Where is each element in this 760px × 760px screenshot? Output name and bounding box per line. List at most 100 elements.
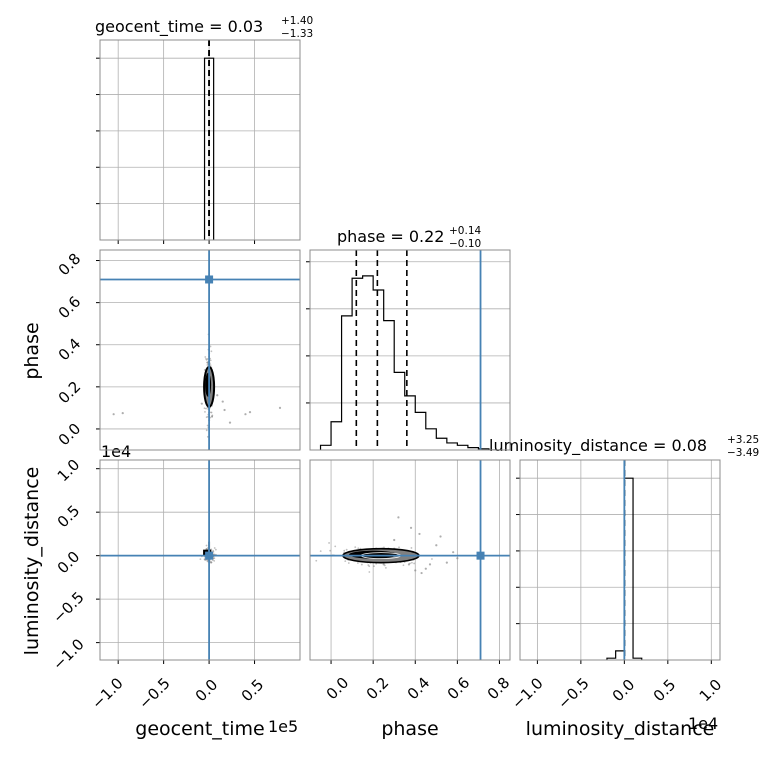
outlier-point [200, 402, 203, 405]
sample-point [212, 549, 215, 552]
sample-point [213, 559, 216, 562]
histogram-bin [447, 443, 458, 450]
title-luminosity-distance-text: luminosity_distance = 0.08 [489, 436, 707, 456]
sample-point [384, 566, 387, 569]
sample-point [210, 350, 213, 353]
histogram-step [319, 275, 500, 450]
sample-point [410, 547, 413, 549]
histogram-bin [373, 290, 384, 450]
histogram-bin [352, 278, 363, 450]
sample-point [315, 559, 318, 562]
sample-point [209, 411, 212, 414]
sample-point [209, 345, 212, 348]
sample-point [373, 565, 375, 568]
sample-point [343, 549, 346, 552]
outlier-point [439, 535, 442, 538]
panel-2 [96, 249, 301, 451]
outlier-point [223, 408, 226, 412]
outlier-point [428, 563, 432, 566]
sample-point [368, 565, 371, 568]
histogram-bin [394, 372, 405, 450]
sample-point [199, 558, 202, 561]
contour-core [205, 372, 212, 397]
histogram-step [203, 57, 215, 240]
xlabel-geocent-time: geocent_time [135, 718, 264, 740]
sample-point [205, 429, 208, 432]
sample-point [345, 548, 348, 551]
offset-text-lumdist-y: 1e4 [101, 442, 131, 461]
sample-point [203, 407, 206, 410]
histogram-bin [363, 276, 374, 450]
panel-frame [99, 249, 301, 451]
sample-point [206, 361, 209, 364]
outlier-point [121, 412, 124, 415]
outlier-point [456, 557, 459, 560]
panel-5 [309, 459, 511, 664]
outlier-point [407, 563, 411, 566]
outlier-point [112, 413, 115, 416]
histogram-bin [415, 412, 426, 450]
sample-point [413, 562, 416, 565]
histogram-bin [624, 478, 633, 660]
sample-point [347, 562, 350, 564]
panel-plot-area [100, 250, 300, 450]
sample-point [205, 544, 208, 547]
sample-point [383, 546, 385, 549]
outlier-point [435, 544, 438, 547]
histogram-bin [331, 422, 342, 450]
title-phase-minus: −0.10 [449, 238, 481, 250]
histogram-bin [457, 445, 468, 450]
sample-point [205, 357, 207, 360]
panel-6 [516, 459, 721, 664]
title-geocent-time-plus: +1.40 [281, 15, 313, 27]
sample-point [356, 562, 359, 564]
sample-point [209, 359, 212, 362]
panel-frame [99, 39, 301, 241]
outlier-point [221, 400, 224, 403]
panel-frame [309, 459, 511, 661]
title-geocent-time-text: geocent_time = 0.03 [95, 17, 263, 37]
sample-point [344, 560, 347, 563]
panel-frame [309, 249, 511, 451]
outlier-point [420, 571, 423, 575]
outlier-point [414, 569, 417, 572]
sample-point [204, 356, 207, 358]
outlier-point [382, 563, 385, 566]
histogram-bin [616, 651, 625, 660]
panel-plot-area [100, 40, 300, 240]
panel-frame [99, 459, 301, 661]
title-luminosity-distance: luminosity_distance = 0.08 +3.25 −3.49 [489, 434, 759, 459]
sample-point [329, 549, 332, 552]
sample-point [209, 560, 212, 563]
sample-point [211, 559, 214, 562]
outlier-point [424, 567, 427, 570]
ylabel-phase: phase [21, 322, 43, 379]
outlier-point [278, 406, 282, 409]
sample-point [411, 561, 413, 564]
panel-plot-area [520, 460, 720, 660]
xlabel-luminosity-distance: luminosity_distance [526, 718, 715, 740]
outlier-point [397, 516, 400, 519]
truth-marker [205, 275, 214, 284]
outlier-point [418, 532, 421, 536]
panel-frame [519, 459, 721, 661]
histogram-bin [321, 445, 332, 450]
sample-point [334, 545, 337, 548]
contour-core [348, 550, 397, 559]
sample-point [319, 550, 322, 553]
panel-4 [96, 459, 301, 664]
sample-point [402, 564, 405, 567]
histogram-bin [426, 429, 437, 450]
title-phase-text: phase = 0.22 [337, 227, 444, 246]
sample-point [354, 546, 357, 549]
sample-point [214, 548, 217, 551]
sample-point [211, 415, 214, 418]
sample-point [368, 571, 371, 573]
histogram-bin [436, 438, 447, 450]
sample-point [431, 558, 433, 560]
truth-marker [205, 551, 214, 560]
histogram-bin [384, 321, 395, 450]
sample-point [206, 424, 209, 427]
panel-plot-area [100, 460, 300, 660]
